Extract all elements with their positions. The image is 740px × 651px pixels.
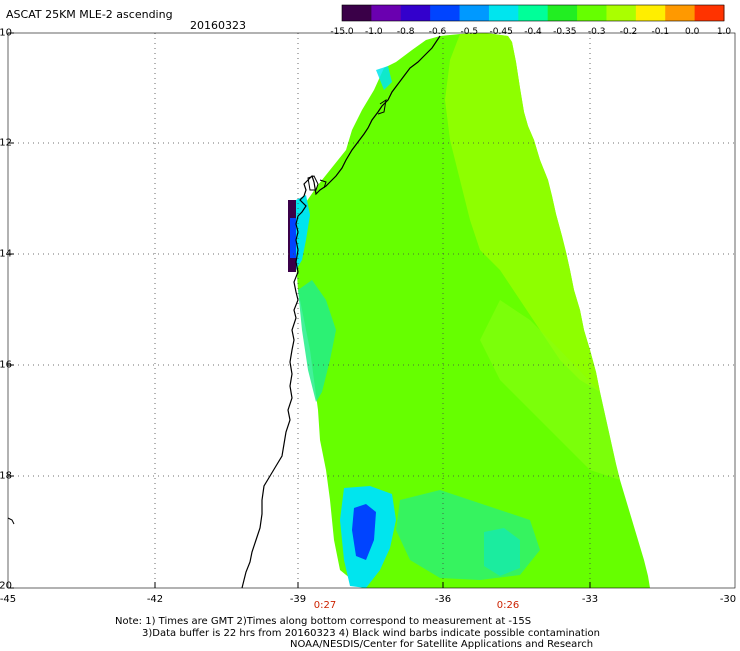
coastal-teal xyxy=(298,280,336,402)
time-label: 0:27 xyxy=(313,600,337,611)
colorbar-swatch xyxy=(547,5,578,21)
map-date: 20160323 xyxy=(190,19,246,32)
colorbar-tick-label: -0.6 xyxy=(428,27,447,37)
colorbar-tick-label: -0.5 xyxy=(460,27,479,37)
colorbar-tick-label: -15.0 xyxy=(330,27,354,37)
swath xyxy=(288,33,650,588)
west-edge-mark xyxy=(7,517,15,525)
blue-patch xyxy=(290,218,296,258)
lon-label: -39 xyxy=(289,594,307,605)
colorbar-tick-label: -0.8 xyxy=(396,27,415,37)
colorbar-swatch xyxy=(430,5,461,21)
colorbar-tick-label: -0.2 xyxy=(619,27,638,37)
lon-label: -45 xyxy=(0,594,17,605)
south-teal xyxy=(396,490,540,580)
colorbar-swatch xyxy=(577,5,607,21)
colorbar-tick-label: -0.35 xyxy=(553,27,577,37)
lon-label: -33 xyxy=(581,594,599,605)
lat-label: -18 xyxy=(0,470,12,482)
colorbar-tick-label: 1.0 xyxy=(716,27,732,37)
colorbar-tick-label: -0.3 xyxy=(587,27,606,37)
colorbar xyxy=(341,4,725,22)
colorbar-swatch xyxy=(342,5,372,21)
time-label: 0:26 xyxy=(496,600,520,611)
colorbar-swatch xyxy=(488,5,519,21)
colorbar-tick-label: -1.0 xyxy=(365,27,383,37)
colorbar-swatch xyxy=(400,5,431,21)
lat-label: -10 xyxy=(0,27,12,39)
lon-label: -42 xyxy=(146,594,164,605)
swath-east-tint xyxy=(445,33,600,392)
colorbar-tick-label: -0.1 xyxy=(651,27,670,37)
coastal-cyan xyxy=(292,195,310,270)
lat-label: -20 xyxy=(0,580,12,592)
swath-mid-tint xyxy=(480,300,620,480)
grid xyxy=(8,33,735,588)
island-outline xyxy=(307,175,319,191)
colorbar-tick-label: -0.4 xyxy=(524,27,542,37)
colorbar-swatch xyxy=(371,5,402,21)
lon-label: -36 xyxy=(434,594,452,605)
colorbar-swatch xyxy=(518,5,549,21)
colorbar-swatch xyxy=(665,5,696,21)
lat-label: -16 xyxy=(0,359,12,371)
map-title: ASCAT 25KM MLE-2 ascending xyxy=(6,8,173,21)
colorbar-frame xyxy=(341,4,725,22)
south-blue xyxy=(352,504,376,560)
colorbar-swatch xyxy=(606,5,637,21)
bay-outline xyxy=(377,98,387,115)
cyan-north xyxy=(376,66,392,90)
lake-outline xyxy=(319,179,327,189)
note-line-2: 3)Data buffer is 22 hrs from 20160323 4)… xyxy=(142,628,600,639)
credit-line: NOAA/NESDIS/Center for Satellite Applica… xyxy=(290,639,594,650)
colorbar-swatch xyxy=(635,5,666,21)
colorbar-tick-label: 0.0 xyxy=(684,27,700,37)
colorbar-swatch xyxy=(459,5,490,21)
map-frame xyxy=(7,32,736,589)
colorbar-swatch xyxy=(694,5,725,21)
note-line-1: Note: 1) Times are GMT 2)Times along bot… xyxy=(115,616,532,627)
coastline xyxy=(241,35,441,589)
ticks xyxy=(8,32,591,589)
lon-label: -30 xyxy=(719,594,737,605)
lat-label: -14 xyxy=(0,248,12,260)
swath-base xyxy=(296,33,650,588)
colorbar-tick-label: -0.45 xyxy=(489,27,513,37)
lat-label: -12 xyxy=(0,137,12,149)
